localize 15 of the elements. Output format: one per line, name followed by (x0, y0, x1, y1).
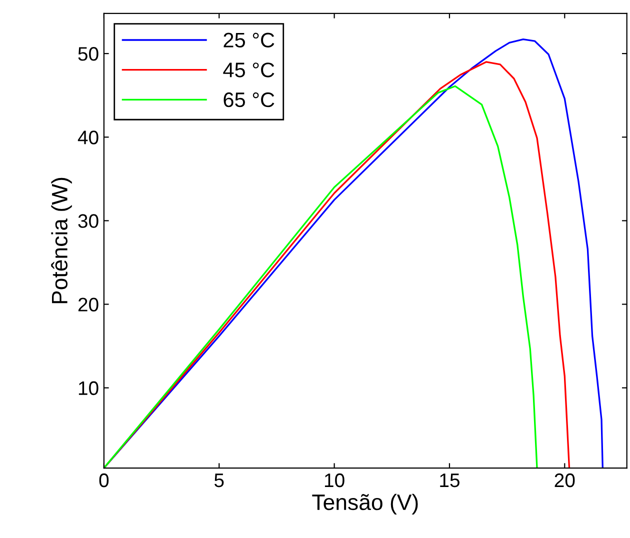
y-tick-label: 40 (78, 130, 98, 144)
x-tick-label: 20 (554, 473, 575, 488)
legend-label: 25 °C (224, 32, 274, 48)
x-tick-label: 15 (440, 474, 460, 488)
x-tick-label: 5 (214, 474, 224, 488)
x-axis-title: Tensão (V) (312, 494, 418, 515)
y-tick-label: 30 (78, 214, 98, 228)
legend-label: 45 °C (223, 62, 274, 78)
y-tick-label: 50 (78, 47, 98, 61)
y-tick-label: 10 (78, 381, 98, 396)
y-tick-label: 20 (78, 298, 98, 312)
x-tick-label: 10 (324, 473, 344, 488)
legend-label: 65 °C (224, 92, 274, 108)
y-axis-title: Potência (W) (51, 178, 72, 304)
x-tick-label: 0 (99, 473, 109, 488)
